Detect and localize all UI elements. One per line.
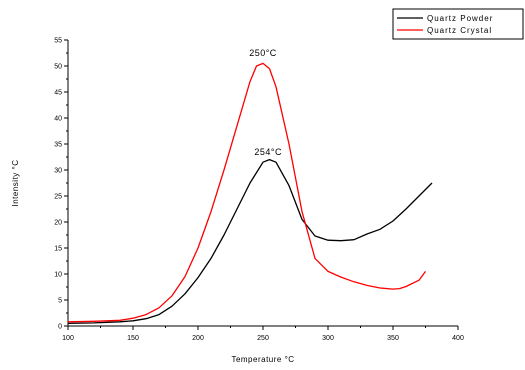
x-tick-label: 300 <box>322 335 334 342</box>
x-tick-label: 350 <box>387 335 399 342</box>
legend-label: Quartz Crystal <box>427 26 492 35</box>
y-axis-label: Intensity °C <box>11 160 20 207</box>
y-tick-label: 15 <box>54 246 62 253</box>
x-tick-label: 100 <box>62 335 74 342</box>
series-line-quartz-crystal <box>67 62 427 323</box>
y-tick-label: 40 <box>54 116 62 123</box>
series-line-quartz-powder <box>67 158 433 325</box>
y-tick-label: 5 <box>58 298 62 305</box>
legend-label: Quartz Powder <box>427 14 493 23</box>
axis-labels: Temperature °C Intensity °C <box>11 160 294 365</box>
axes <box>67 40 458 327</box>
x-tick-label: 150 <box>127 335 139 342</box>
annotations: 250°C 254°C <box>249 48 282 157</box>
legend-box <box>392 8 524 40</box>
y-tick-label: 55 <box>54 38 62 45</box>
y-tick-label: 20 <box>54 220 62 227</box>
x-axis-label: Temperature °C <box>231 355 294 364</box>
y-tick-label: 35 <box>54 142 62 149</box>
legend: Quartz Powder Quartz Crystal <box>392 8 524 40</box>
y-tick-label: 50 <box>54 64 62 71</box>
series-lines <box>67 62 433 325</box>
peak-annotation: 254°C <box>254 147 282 157</box>
y-tick-label: 45 <box>54 90 62 97</box>
y-tick-label: 30 <box>54 168 62 175</box>
x-tick-label: 250 <box>257 335 269 342</box>
peak-annotation: 250°C <box>249 48 277 58</box>
ticks: 100 150 200 250 300 350 400 0 5 10 15 20 25 30 35 40 45 5… <box>54 38 464 343</box>
y-tick-label: 10 <box>54 272 62 279</box>
y-tick-label: 25 <box>54 194 62 201</box>
x-tick-label: 200 <box>192 335 204 342</box>
x-tick-label: 400 <box>452 335 464 342</box>
y-tick-label: 0 <box>58 324 62 331</box>
